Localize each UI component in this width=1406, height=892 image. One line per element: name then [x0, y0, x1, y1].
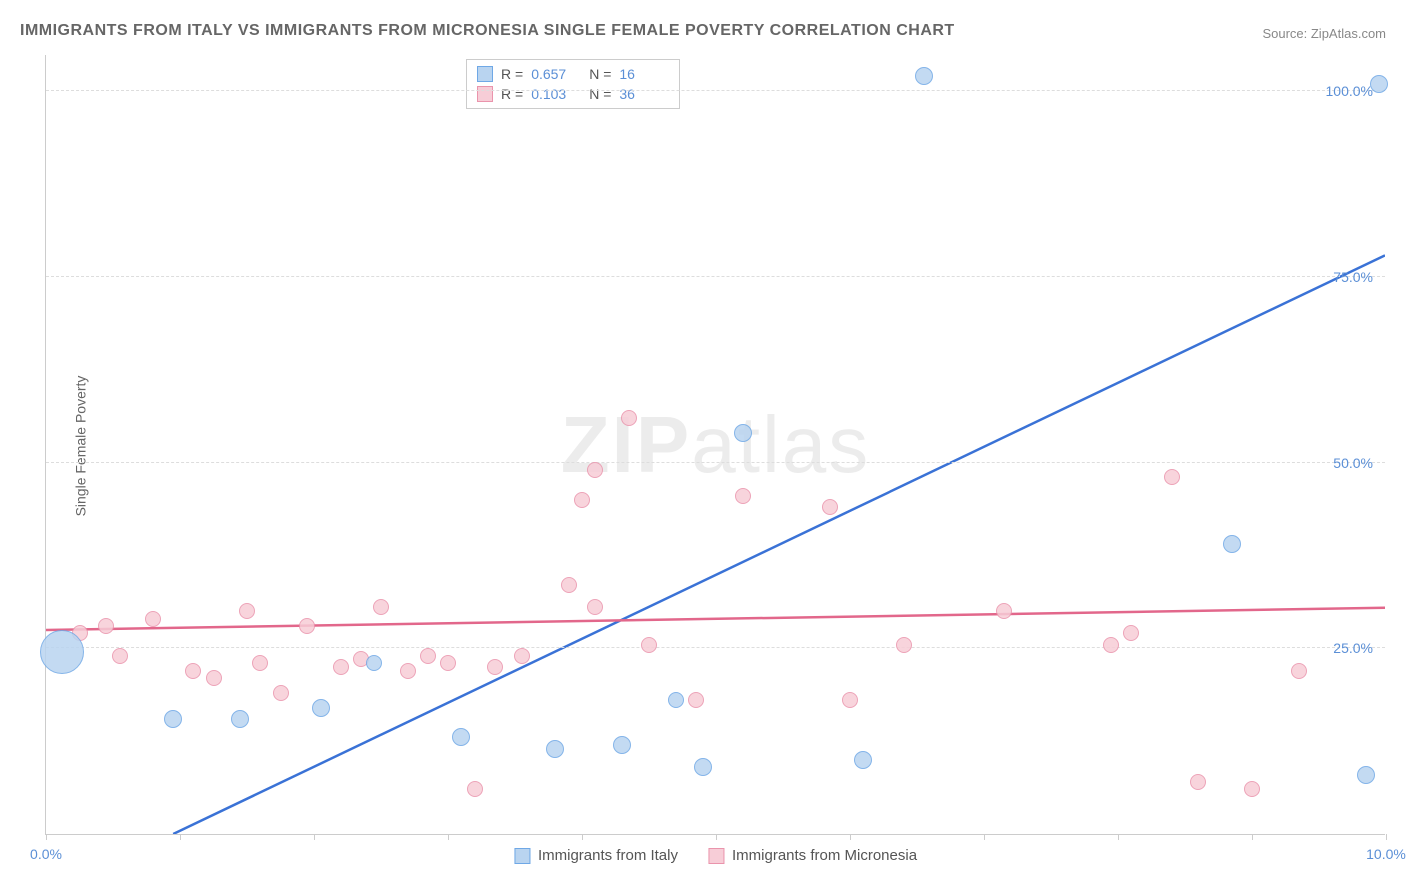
data-point — [164, 710, 182, 728]
swatch-italy — [477, 66, 493, 82]
watermark: ZIPatlas — [561, 399, 870, 491]
data-point — [40, 630, 84, 674]
gridline — [46, 647, 1385, 648]
y-tick-label: 75.0% — [1333, 269, 1373, 285]
data-point — [1190, 774, 1206, 790]
data-point — [822, 499, 838, 515]
data-point — [333, 659, 349, 675]
x-tick — [582, 834, 583, 840]
x-tick — [984, 834, 985, 840]
x-tick — [448, 834, 449, 840]
data-point — [734, 424, 752, 442]
x-tick — [46, 834, 47, 840]
data-point — [1123, 625, 1139, 641]
r-legend-row-micronesia: R = 0.103 N = 36 — [477, 84, 669, 104]
data-point — [299, 618, 315, 634]
data-point — [273, 685, 289, 701]
data-point — [896, 637, 912, 653]
data-point — [996, 603, 1012, 619]
swatch-italy — [514, 848, 530, 864]
data-point — [1223, 535, 1241, 553]
y-tick-label: 25.0% — [1333, 640, 1373, 656]
n-value-italy: 16 — [619, 66, 669, 82]
data-point — [842, 692, 858, 708]
data-point — [587, 599, 603, 615]
x-tick — [180, 834, 181, 840]
data-point — [452, 728, 470, 746]
data-point — [1370, 75, 1388, 93]
x-tick — [850, 834, 851, 840]
data-point — [688, 692, 704, 708]
x-tick-label: 0.0% — [30, 846, 62, 862]
data-point — [185, 663, 201, 679]
chart-title: IMMIGRANTS FROM ITALY VS IMMIGRANTS FROM… — [20, 22, 955, 40]
legend-label-micronesia: Immigrants from Micronesia — [732, 847, 917, 864]
data-point — [514, 648, 530, 664]
x-tick — [314, 834, 315, 840]
data-point — [1103, 637, 1119, 653]
data-point — [668, 692, 684, 708]
swatch-micronesia — [708, 848, 724, 864]
r-value-micronesia: 0.103 — [531, 86, 581, 102]
data-point — [561, 577, 577, 593]
chart-container: IMMIGRANTS FROM ITALY VS IMMIGRANTS FROM… — [0, 0, 1406, 892]
legend-item-micronesia: Immigrants from Micronesia — [708, 847, 917, 864]
y-tick-label: 100.0% — [1326, 83, 1373, 99]
data-point — [1357, 766, 1375, 784]
data-point — [1164, 469, 1180, 485]
data-point — [206, 670, 222, 686]
data-point — [440, 655, 456, 671]
r-label: R = — [501, 86, 523, 102]
series-legend: Immigrants from Italy Immigrants from Mi… — [514, 847, 917, 864]
source-label: Source: ZipAtlas.com — [1262, 26, 1386, 41]
data-point — [252, 655, 268, 671]
data-point — [641, 637, 657, 653]
data-point — [145, 611, 161, 627]
data-point — [621, 410, 637, 426]
data-point — [487, 659, 503, 675]
data-point — [231, 710, 249, 728]
data-point — [574, 492, 590, 508]
plot-area: ZIPatlas R = 0.657 N = 16 R = 0.103 N = … — [45, 55, 1385, 835]
n-label: N = — [589, 86, 611, 102]
data-point — [420, 648, 436, 664]
data-point — [915, 67, 933, 85]
x-tick — [1252, 834, 1253, 840]
legend-item-italy: Immigrants from Italy — [514, 847, 678, 864]
data-point — [613, 736, 631, 754]
data-point — [366, 655, 382, 671]
swatch-micronesia — [477, 86, 493, 102]
data-point — [587, 462, 603, 478]
y-tick-label: 50.0% — [1333, 455, 1373, 471]
r-value-italy: 0.657 — [531, 66, 581, 82]
data-point — [1291, 663, 1307, 679]
data-point — [854, 751, 872, 769]
x-tick — [1386, 834, 1387, 840]
correlation-legend: R = 0.657 N = 16 R = 0.103 N = 36 — [466, 59, 680, 109]
trend-line — [173, 255, 1385, 834]
legend-label-italy: Immigrants from Italy — [538, 847, 678, 864]
n-value-micronesia: 36 — [619, 86, 669, 102]
x-tick — [1118, 834, 1119, 840]
data-point — [735, 488, 751, 504]
data-point — [1244, 781, 1260, 797]
x-tick-label: 10.0% — [1366, 846, 1406, 862]
x-tick — [716, 834, 717, 840]
data-point — [239, 603, 255, 619]
data-point — [694, 758, 712, 776]
data-point — [467, 781, 483, 797]
n-label: N = — [589, 66, 611, 82]
data-point — [98, 618, 114, 634]
r-legend-row-italy: R = 0.657 N = 16 — [477, 64, 669, 84]
data-point — [312, 699, 330, 717]
data-point — [400, 663, 416, 679]
data-point — [373, 599, 389, 615]
gridline — [46, 90, 1385, 91]
watermark-atlas: atlas — [691, 400, 870, 489]
gridline — [46, 276, 1385, 277]
data-point — [112, 648, 128, 664]
data-point — [546, 740, 564, 758]
gridline — [46, 462, 1385, 463]
r-label: R = — [501, 66, 523, 82]
